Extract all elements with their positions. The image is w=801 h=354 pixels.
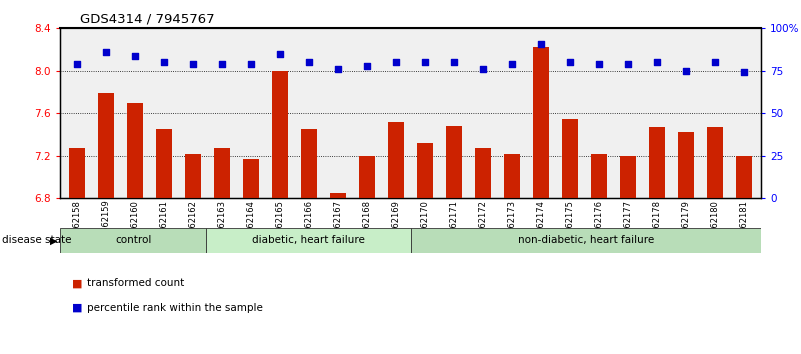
Bar [206,228,410,253]
Bar [504,154,520,198]
Bar [649,127,665,198]
Point [215,61,228,67]
Point [477,66,489,72]
Bar [185,154,201,198]
Point [708,59,721,65]
Point [158,59,171,65]
Point [534,41,547,46]
Bar [562,119,578,198]
Point [187,61,199,67]
Text: GDS4314 / 7945767: GDS4314 / 7945767 [80,12,215,25]
Bar [410,228,761,253]
Bar [244,159,260,198]
Bar [475,148,491,198]
Bar [272,71,288,198]
Point [593,61,606,67]
Bar [706,127,723,198]
Point [71,61,84,67]
Text: disease state: disease state [2,235,72,245]
Point [737,70,750,75]
Bar [533,47,549,198]
Point [505,61,518,67]
Bar [446,126,462,198]
Text: non-diabetic, heart failure: non-diabetic, heart failure [517,235,654,245]
Bar [591,154,606,198]
Bar [735,156,751,198]
Bar [215,148,230,198]
Text: control: control [115,235,151,245]
Point [129,53,142,58]
Text: transformed count: transformed count [87,278,183,288]
Point [332,66,344,72]
Text: ■: ■ [72,278,83,288]
Text: ▶: ▶ [50,235,58,245]
Point [448,59,461,65]
Point [303,59,316,65]
Point [245,61,258,67]
Point [419,59,432,65]
Bar [388,122,404,198]
Point [389,59,402,65]
Text: percentile rank within the sample: percentile rank within the sample [87,303,263,313]
Bar [359,156,375,198]
Point [679,68,692,74]
Point [563,59,576,65]
Bar [417,143,433,198]
Bar [99,93,115,198]
Bar [70,148,86,198]
Bar [620,156,636,198]
Point [650,59,663,65]
Bar [127,103,143,198]
Bar [678,132,694,198]
Point [274,51,287,57]
Bar [330,193,346,198]
Text: diabetic, heart failure: diabetic, heart failure [252,235,364,245]
Bar [301,129,317,198]
Bar [60,228,206,253]
Point [100,49,113,55]
Text: ■: ■ [72,303,83,313]
Bar [156,129,172,198]
Point [360,63,373,69]
Point [622,61,634,67]
